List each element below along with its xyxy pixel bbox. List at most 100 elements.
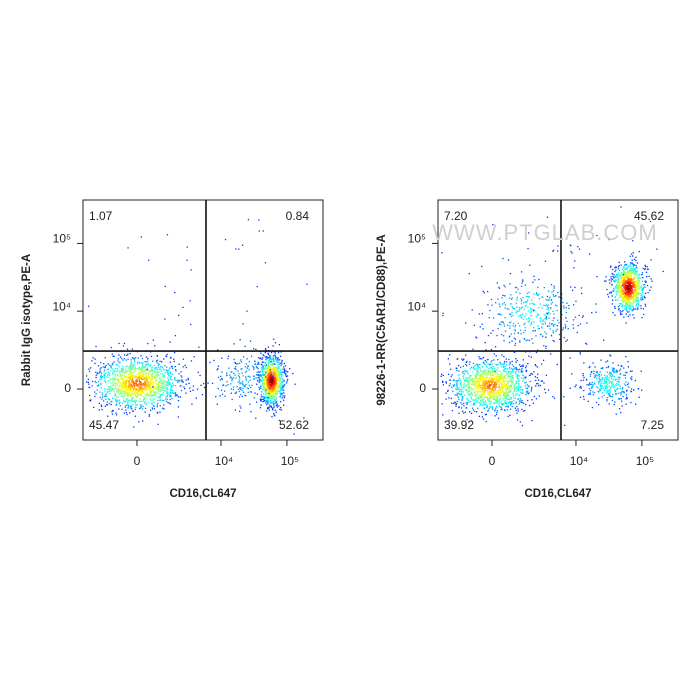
event xyxy=(89,394,91,397)
event xyxy=(270,387,272,389)
event xyxy=(451,402,453,404)
event xyxy=(262,365,264,367)
event xyxy=(468,393,470,395)
event xyxy=(121,383,124,385)
event xyxy=(274,370,276,372)
event xyxy=(136,373,138,375)
event xyxy=(178,363,180,365)
event xyxy=(140,404,142,406)
event xyxy=(277,372,279,374)
event xyxy=(627,271,629,273)
event xyxy=(517,398,520,400)
event xyxy=(631,305,633,307)
event xyxy=(255,377,257,379)
event xyxy=(538,385,540,387)
event xyxy=(460,390,462,392)
event xyxy=(252,365,254,367)
event xyxy=(131,380,133,382)
event xyxy=(159,397,161,399)
event xyxy=(106,404,108,406)
event xyxy=(483,377,485,380)
event xyxy=(541,380,543,382)
event xyxy=(440,375,442,377)
event xyxy=(267,402,269,404)
event xyxy=(148,415,150,417)
event xyxy=(145,363,147,365)
event xyxy=(88,368,90,370)
event xyxy=(280,375,283,377)
event xyxy=(494,392,497,395)
event xyxy=(139,398,141,400)
event xyxy=(136,363,138,365)
event xyxy=(139,384,141,386)
event xyxy=(274,415,276,417)
event xyxy=(469,378,471,380)
event xyxy=(484,400,487,402)
event xyxy=(510,303,512,305)
event xyxy=(99,379,101,381)
event xyxy=(255,417,257,419)
event xyxy=(481,395,483,398)
event xyxy=(497,363,499,366)
event xyxy=(235,369,237,371)
event xyxy=(117,396,119,398)
event xyxy=(448,419,450,421)
event xyxy=(522,392,524,394)
event xyxy=(162,379,164,381)
event xyxy=(271,358,273,361)
event xyxy=(496,375,498,378)
event xyxy=(268,362,270,364)
event xyxy=(141,365,143,368)
event xyxy=(284,395,286,397)
event xyxy=(620,302,622,304)
event xyxy=(153,394,156,397)
event xyxy=(264,366,266,368)
event xyxy=(135,394,137,397)
event xyxy=(468,394,470,396)
event xyxy=(127,404,129,407)
event xyxy=(144,383,147,385)
event xyxy=(451,386,453,388)
event xyxy=(155,374,157,377)
event xyxy=(494,395,496,398)
event xyxy=(116,389,118,391)
event xyxy=(135,375,137,377)
event xyxy=(483,385,485,387)
event xyxy=(506,397,508,399)
event xyxy=(173,392,175,394)
event xyxy=(167,383,169,385)
event xyxy=(142,378,145,381)
event xyxy=(245,395,247,397)
event xyxy=(163,404,165,406)
event xyxy=(283,397,286,399)
event xyxy=(509,366,511,369)
event xyxy=(180,385,182,387)
event xyxy=(254,392,256,394)
event xyxy=(247,365,249,367)
event xyxy=(167,391,169,393)
event xyxy=(508,375,510,377)
event xyxy=(117,392,119,394)
event xyxy=(461,397,463,399)
event xyxy=(283,392,285,394)
event xyxy=(556,309,558,312)
event xyxy=(553,340,555,343)
event xyxy=(271,391,273,394)
event xyxy=(117,370,119,372)
event xyxy=(447,389,449,392)
event xyxy=(499,375,501,377)
event xyxy=(160,370,163,372)
event xyxy=(200,384,202,386)
event xyxy=(125,368,127,370)
event xyxy=(441,373,443,376)
event xyxy=(157,388,159,391)
event xyxy=(482,398,484,400)
event xyxy=(631,272,633,274)
event xyxy=(159,395,161,397)
event xyxy=(450,368,452,370)
event xyxy=(169,367,171,369)
event xyxy=(143,384,145,386)
event xyxy=(636,262,639,264)
event xyxy=(122,387,124,389)
event xyxy=(138,379,140,381)
